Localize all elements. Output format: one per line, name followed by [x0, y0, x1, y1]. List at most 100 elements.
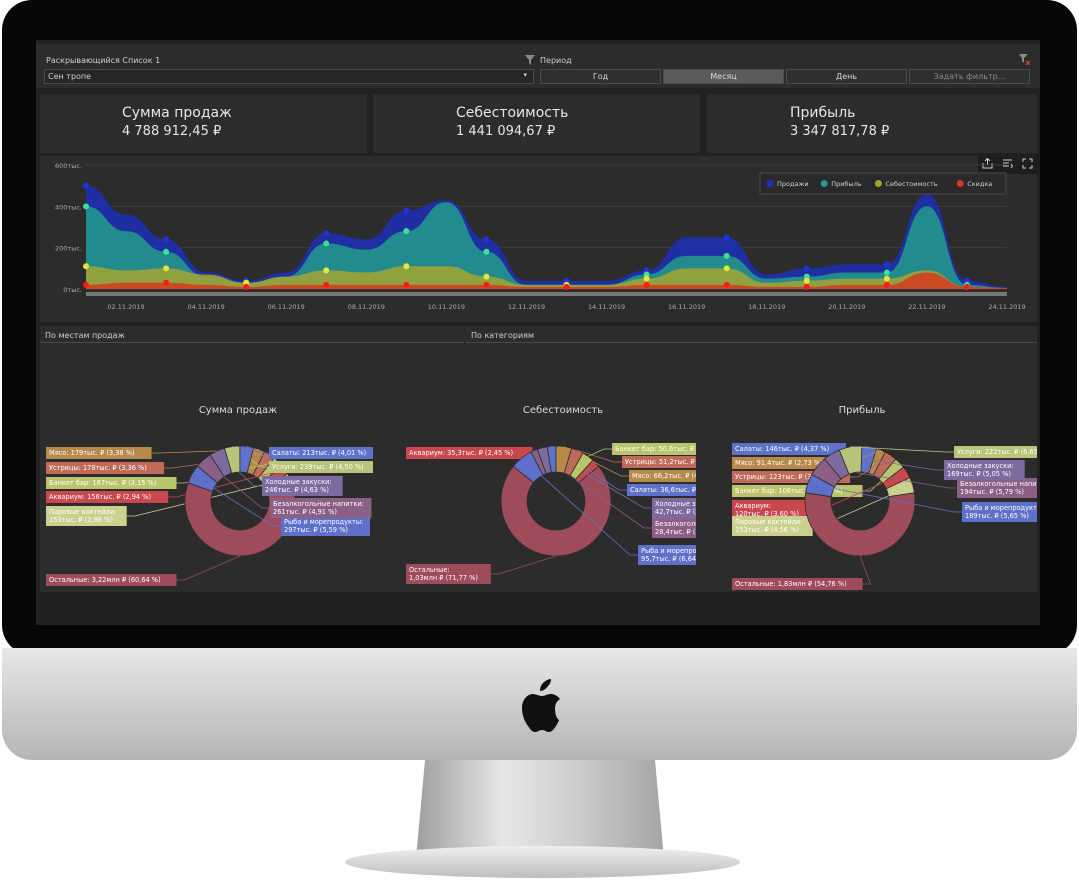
data-point[interactable] — [883, 281, 890, 288]
data-point[interactable] — [243, 283, 250, 290]
data-point[interactable] — [803, 277, 810, 284]
data-point[interactable] — [323, 267, 330, 274]
data-point[interactable] — [323, 281, 330, 288]
data-point[interactable] — [723, 252, 730, 259]
pie-slice[interactable] — [184, 482, 296, 557]
pie-label-text: 95,7тыс. ₽ (6,64 %) — [641, 555, 696, 563]
period-month-button[interactable]: Месяц — [663, 69, 784, 84]
pie-label: Холодные закуски:169тыс. ₽ (5,05 %) — [944, 460, 1025, 480]
data-point[interactable] — [643, 281, 650, 288]
pie-label-text: Холодные закуски: — [655, 500, 696, 508]
custom-filter-button[interactable]: Задать фильтр... — [909, 69, 1030, 84]
chart-scrollbar[interactable] — [86, 292, 1007, 296]
pie-leader-line — [191, 473, 281, 527]
pie-label-text: Салаты: 146тыс. ₽ (4,37 %) — [735, 445, 829, 453]
pie-title: Сумма продаж — [199, 405, 277, 416]
data-point[interactable] — [963, 277, 970, 284]
data-point[interactable] — [403, 263, 410, 270]
data-point[interactable] — [83, 182, 89, 189]
pie-label-text: Остальные: 1,83млн ₽ (54,76 %) — [735, 580, 847, 588]
place-dropdown[interactable]: Сен тропе ▾ — [44, 69, 534, 84]
period-year-button[interactable]: Год — [540, 69, 661, 84]
data-point[interactable] — [483, 236, 490, 243]
pie-label-text: Рыба и морепродукты: — [641, 547, 696, 555]
period-day-button[interactable]: День — [786, 69, 907, 84]
kpi-sales-card: Сумма продаж 4 788 912,45 ₽ — [40, 94, 367, 153]
kpi-sales-value: 4 788 912,45 ₽ — [122, 124, 222, 139]
data-point[interactable] — [643, 275, 650, 282]
data-point[interactable] — [963, 283, 970, 290]
legend-label: Прибыль — [831, 180, 862, 188]
pie-slice[interactable] — [804, 492, 916, 557]
pie-label-box — [46, 506, 127, 526]
data-point[interactable] — [483, 248, 490, 255]
pie-slice[interactable] — [500, 465, 612, 557]
data-point[interactable] — [643, 271, 650, 278]
data-point[interactable] — [883, 269, 890, 276]
data-point[interactable] — [723, 265, 730, 272]
pie-label-text: Остальные: — [409, 566, 450, 574]
data-point[interactable] — [723, 281, 730, 288]
legend-marker — [874, 180, 882, 187]
monitor-chin — [2, 648, 1077, 760]
fullscreen-icon[interactable] — [1022, 158, 1033, 169]
pie-label-box — [957, 478, 1037, 498]
pie-label-text: Банкет бар: 167тыс. ₽ (3,15 %) — [49, 479, 156, 487]
pie-label-text: Салаты: 36,6тыс. ₽ (2,54 %) — [630, 486, 696, 494]
tab-by-place[interactable]: По местам продаж — [40, 328, 464, 343]
pie-slice[interactable] — [239, 445, 255, 474]
data-point[interactable] — [323, 230, 330, 237]
profit-pie-chart: Прибыль Салаты: 146тыс. ₽ (4,37 %) Мясо: 9… — [732, 405, 1037, 590]
pie-label-text: Банкет бар: 106тыс. ₽ (3,18 %) — [735, 487, 842, 495]
pie-label: Салаты: 146тыс. ₽ (4,37 %) — [732, 443, 846, 455]
pie-label-box — [944, 460, 1025, 480]
pie-label: Безалкогольные напитки:194тыс. ₽ (5,79 %… — [957, 478, 1037, 498]
data-point[interactable] — [803, 273, 810, 280]
data-point[interactable] — [883, 275, 890, 282]
data-point[interactable] — [803, 283, 810, 290]
pie-slice[interactable] — [569, 452, 594, 481]
data-point[interactable] — [163, 279, 170, 286]
pie-slice[interactable] — [838, 445, 863, 475]
data-point[interactable] — [83, 281, 89, 288]
tab-by-category[interactable]: По категориям — [466, 328, 1037, 343]
data-point[interactable] — [483, 273, 490, 280]
pie-leader-line — [817, 465, 957, 489]
dropdown-label: Раскрывающийся Список 1 — [46, 56, 161, 65]
data-point[interactable] — [563, 283, 570, 290]
data-point[interactable] — [403, 207, 410, 214]
pie-label-text: Безалкогольные напитки: — [655, 520, 696, 528]
pie-label-box — [732, 516, 813, 536]
data-point[interactable] — [83, 203, 89, 210]
data-point[interactable] — [163, 236, 170, 243]
data-point[interactable] — [483, 281, 490, 288]
data-point[interactable] — [323, 240, 330, 247]
filter-clear-icon[interactable] — [1019, 54, 1030, 65]
pie-label-text: 189тыс. ₽ (5,65 %) — [965, 512, 1029, 520]
toggle-icon[interactable] — [1002, 158, 1013, 169]
data-point[interactable] — [243, 279, 250, 286]
data-point[interactable] — [723, 234, 730, 241]
data-point[interactable] — [163, 248, 170, 255]
x-tick-label: 18.11.2019 — [748, 303, 785, 311]
data-point[interactable] — [83, 263, 89, 270]
pie-label-box — [627, 484, 696, 496]
kpi-cost-title: Себестоимость — [456, 105, 569, 121]
data-point[interactable] — [563, 277, 570, 284]
cost-pie-chart: Себестоимость Аквариум: 35,3тыс. ₽ (2,45 … — [406, 405, 696, 584]
kpi-profit-card: Прибыль 3 347 817,78 ₽ — [707, 94, 1037, 153]
pie-leader-line — [176, 555, 241, 581]
kpi-sales-title: Сумма продаж — [122, 105, 232, 121]
data-point[interactable] — [403, 281, 410, 288]
data-point[interactable] — [883, 261, 890, 268]
kpi-cost-card: Себестоимость 1 441 094,67 ₽ — [373, 94, 700, 153]
data-point[interactable] — [403, 228, 410, 235]
legend-marker — [956, 180, 964, 187]
data-point[interactable] — [163, 265, 170, 272]
data-point[interactable] — [643, 267, 650, 274]
x-tick-label: 04.11.2019 — [188, 303, 225, 311]
pie-leader-line — [862, 462, 901, 492]
data-point[interactable] — [803, 265, 810, 272]
filter-icon[interactable] — [525, 55, 535, 65]
pie-leader-line — [859, 555, 872, 585]
